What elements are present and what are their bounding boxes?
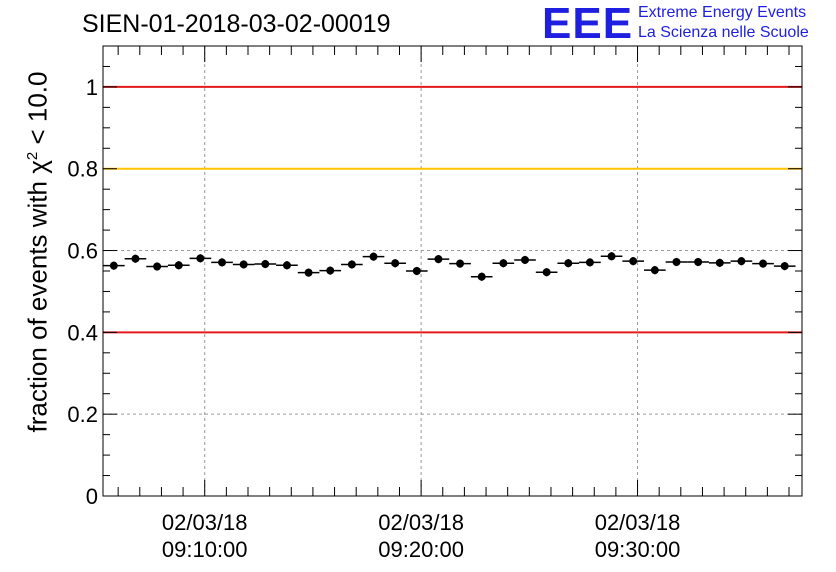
y-axis-label-symbol: χ (22, 160, 53, 174)
data-point (477, 272, 486, 281)
x-tick-label-time: 09:30:00 (595, 537, 681, 562)
y-tick-label: 0 (86, 484, 98, 509)
data-point (282, 261, 291, 270)
data-point (780, 262, 789, 271)
data-point (412, 267, 421, 275)
data-point (326, 266, 335, 275)
y-tick-label: 0.6 (67, 239, 98, 264)
data-point (109, 261, 118, 270)
data-point (153, 262, 162, 271)
data-point (218, 258, 227, 267)
data-point (564, 259, 573, 268)
data-point (542, 268, 551, 277)
data-point (174, 261, 183, 270)
data-point (759, 259, 768, 268)
data-point (520, 255, 529, 264)
y-axis-label-superscript: 2 (23, 151, 41, 161)
x-tick-label-date: 02/03/18 (378, 510, 464, 535)
data-point (715, 258, 724, 267)
y-axis-label-suffix: < 10.0 (22, 71, 53, 152)
data-point (369, 252, 378, 261)
data-point (499, 259, 508, 268)
plot-frame (102, 45, 803, 497)
data-point (196, 254, 205, 263)
data-point (347, 260, 356, 269)
data-point (672, 258, 681, 266)
data-point (694, 258, 703, 266)
data-point (456, 259, 465, 268)
data-point (737, 257, 746, 266)
data-point (434, 255, 443, 264)
y-tick-label: 0.8 (67, 157, 98, 182)
x-tick-label-date: 02/03/18 (595, 510, 681, 535)
y-tick-label: 0.4 (67, 320, 98, 345)
y-tick-label: 1 (86, 75, 98, 100)
data-point (650, 266, 659, 275)
logo-mark: EEE (542, 0, 634, 48)
y-axis-label: fraction of events with χ2 < 10.0 (23, 72, 54, 433)
data-point (239, 260, 248, 269)
data-point (304, 268, 313, 277)
logo-subtitle-line: La Scienza nelle Scuole (638, 24, 809, 41)
y-axis-label-prefix: fraction of events with (22, 173, 53, 433)
data-point (607, 252, 616, 261)
logo-title-line: Extreme Energy Events (638, 4, 807, 21)
y-tick-label: 0.2 (67, 402, 98, 427)
x-tick-label-time: 09:20:00 (378, 537, 464, 562)
eee-logo: EEE Extreme Energy Events La Scienza nel… (542, 2, 832, 46)
data-point (391, 259, 400, 268)
data-point (585, 258, 594, 267)
data-point (261, 260, 270, 269)
run-title: SIEN-01-2018-03-02-00019 (82, 10, 391, 38)
x-tick-label-date: 02/03/18 (162, 510, 248, 535)
data-point (131, 254, 140, 263)
x-tick-label-time: 09:10:00 (162, 537, 248, 562)
data-point (629, 257, 638, 266)
